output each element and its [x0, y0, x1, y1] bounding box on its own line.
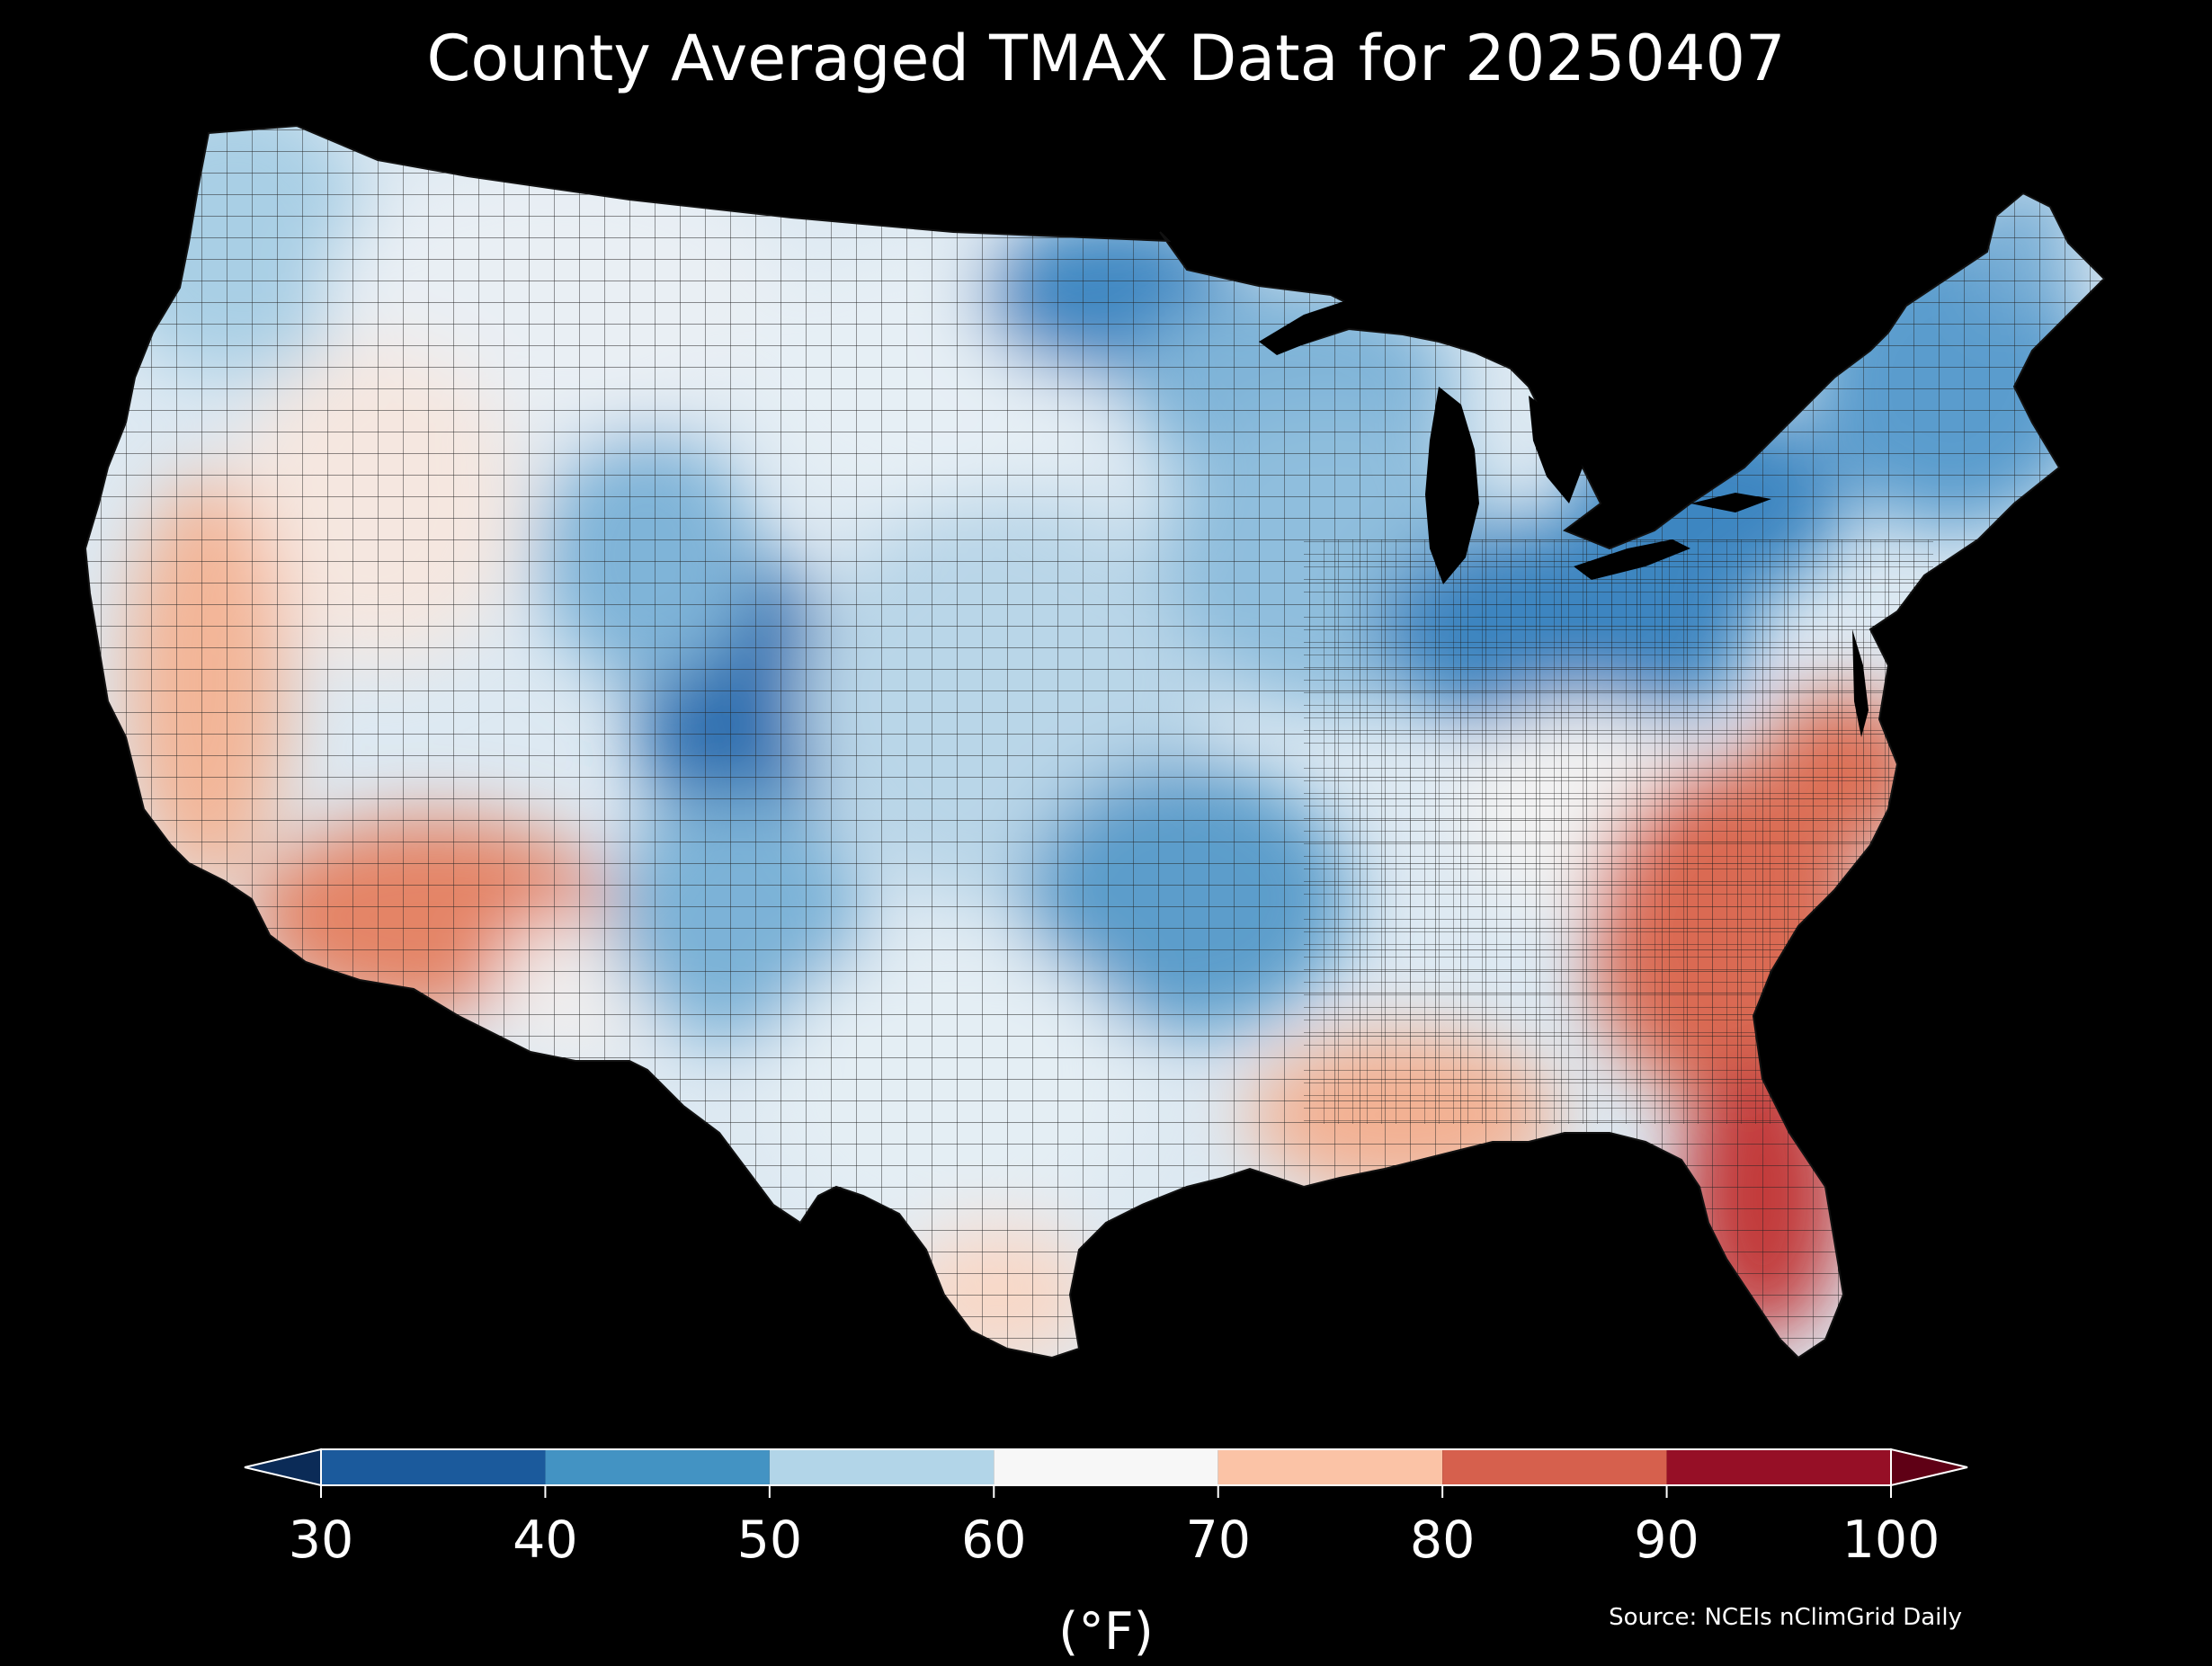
- colorbar-bin-60-70: [994, 1449, 1218, 1485]
- us-outline: [84, 124, 2106, 1359]
- colorbar-tick-label-80: 80: [1409, 1510, 1476, 1570]
- colorbar-bin-70-80: [1217, 1449, 1443, 1485]
- colorbar-bin-30-40: [321, 1449, 546, 1485]
- lake-superior: [1259, 288, 1403, 355]
- colorbar-bin-80-90: [1442, 1449, 1667, 1485]
- colorbar-bin-40-50: [545, 1449, 770, 1485]
- colorbar-tick-label-90: 90: [1634, 1510, 1699, 1570]
- colorbar-tick-label-40: 40: [513, 1510, 578, 1570]
- colorbar-unit-label: (°F): [1058, 1602, 1154, 1662]
- lake-huron: [1529, 396, 1583, 503]
- lake-michigan: [1425, 387, 1479, 584]
- colorbar-under-extension: [244, 1448, 322, 1487]
- colorbar-frame: [320, 1448, 1892, 1486]
- colorbar-over-extension: [1890, 1448, 1968, 1487]
- colorbar-tick-label-30: 30: [288, 1510, 354, 1570]
- colorbar-tick-label-50: 50: [736, 1510, 803, 1570]
- colorbar-tick-label-100: 100: [1842, 1510, 1940, 1570]
- colorbar-bin-50-60: [769, 1449, 995, 1485]
- colorbar-bin-90-100: [1666, 1449, 1891, 1485]
- map-title: County Averaged TMAX Data for 20250407: [426, 22, 1786, 95]
- great-lakes: [1259, 288, 1869, 737]
- colorbar-tick-label-60: 60: [961, 1510, 1027, 1570]
- lake-erie: [1574, 539, 1690, 580]
- lake-ontario: [1690, 493, 1771, 512]
- chesapeake-bay: [1852, 629, 1869, 737]
- colorbar-tick-label-70: 70: [1185, 1510, 1251, 1570]
- source-credit: Source: NCEIs nClimGrid Daily: [1609, 1604, 1962, 1631]
